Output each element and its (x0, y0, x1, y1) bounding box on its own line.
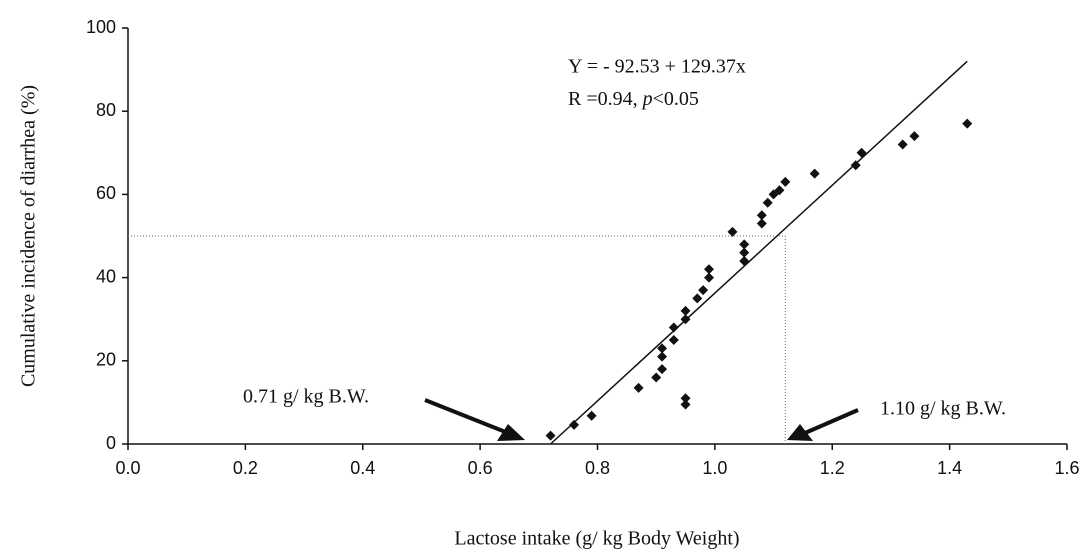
point (809, 168, 820, 179)
point (704, 264, 715, 275)
point (756, 210, 767, 221)
x-tick-label: 1.6 (1054, 458, 1079, 478)
x-tick-label: 0.0 (115, 458, 140, 478)
x-axis-label: Lactose intake (g/ kg Body Weight) (454, 528, 739, 550)
point (586, 410, 597, 421)
point (768, 189, 779, 200)
y-tick-label: 60 (96, 183, 116, 203)
point (668, 335, 679, 345)
point (680, 393, 691, 404)
point (657, 351, 668, 362)
point (780, 176, 791, 187)
y-tick-label: 100 (86, 17, 116, 37)
x-tick-label: 0.8 (585, 458, 610, 478)
point (692, 293, 703, 304)
point (756, 218, 767, 229)
point (651, 372, 662, 383)
annotation-left: 0.71 g/ kg B.W. (243, 386, 369, 408)
stats: R =0.94, p<0.05 (568, 88, 699, 110)
point (657, 343, 668, 354)
stats-p: p (641, 88, 653, 110)
point (739, 239, 750, 250)
point (727, 226, 738, 237)
y-tick-label: 40 (96, 266, 116, 286)
point (680, 305, 691, 316)
arrow-left-head (497, 424, 525, 441)
point (680, 314, 691, 325)
point (569, 419, 580, 430)
point (633, 382, 644, 393)
point (850, 160, 861, 171)
stats-r: R =0.94, (568, 88, 643, 110)
x-tick-label: 1.0 (702, 458, 727, 478)
y-axis-label: Cumulative incidence of diarrhea (%) (18, 85, 40, 387)
point (668, 322, 679, 333)
y-tick-label: 20 (96, 350, 116, 370)
x-tick-label: 0.2 (233, 458, 258, 478)
point (762, 197, 773, 208)
arrow-left (424, 398, 509, 435)
point (739, 247, 750, 258)
point (704, 272, 715, 283)
x-tick-label: 1.2 (820, 458, 845, 478)
fit-line (550, 60, 968, 445)
x-tick-label: 0.6 (468, 458, 493, 478)
point (698, 285, 709, 296)
x-tick-label: 1.4 (937, 458, 962, 478)
y-tick-label: 80 (96, 100, 116, 120)
annotation-right: 1.10 g/ kg B.W. (880, 398, 1006, 420)
arrow-right (804, 408, 859, 435)
point (739, 255, 750, 266)
point (962, 118, 973, 129)
point (545, 430, 556, 441)
point (856, 147, 867, 158)
point (657, 364, 668, 375)
point (774, 185, 785, 196)
point (897, 139, 908, 150)
stats-p-value: <0.05 (653, 88, 699, 110)
y-tick-label: 0 (106, 433, 116, 453)
equation: Y = - 92.53 + 129.37x (568, 56, 746, 78)
x-tick-label: 0.4 (350, 458, 375, 478)
point (909, 131, 920, 142)
point (680, 399, 691, 410)
arrow-right-head (787, 424, 813, 441)
